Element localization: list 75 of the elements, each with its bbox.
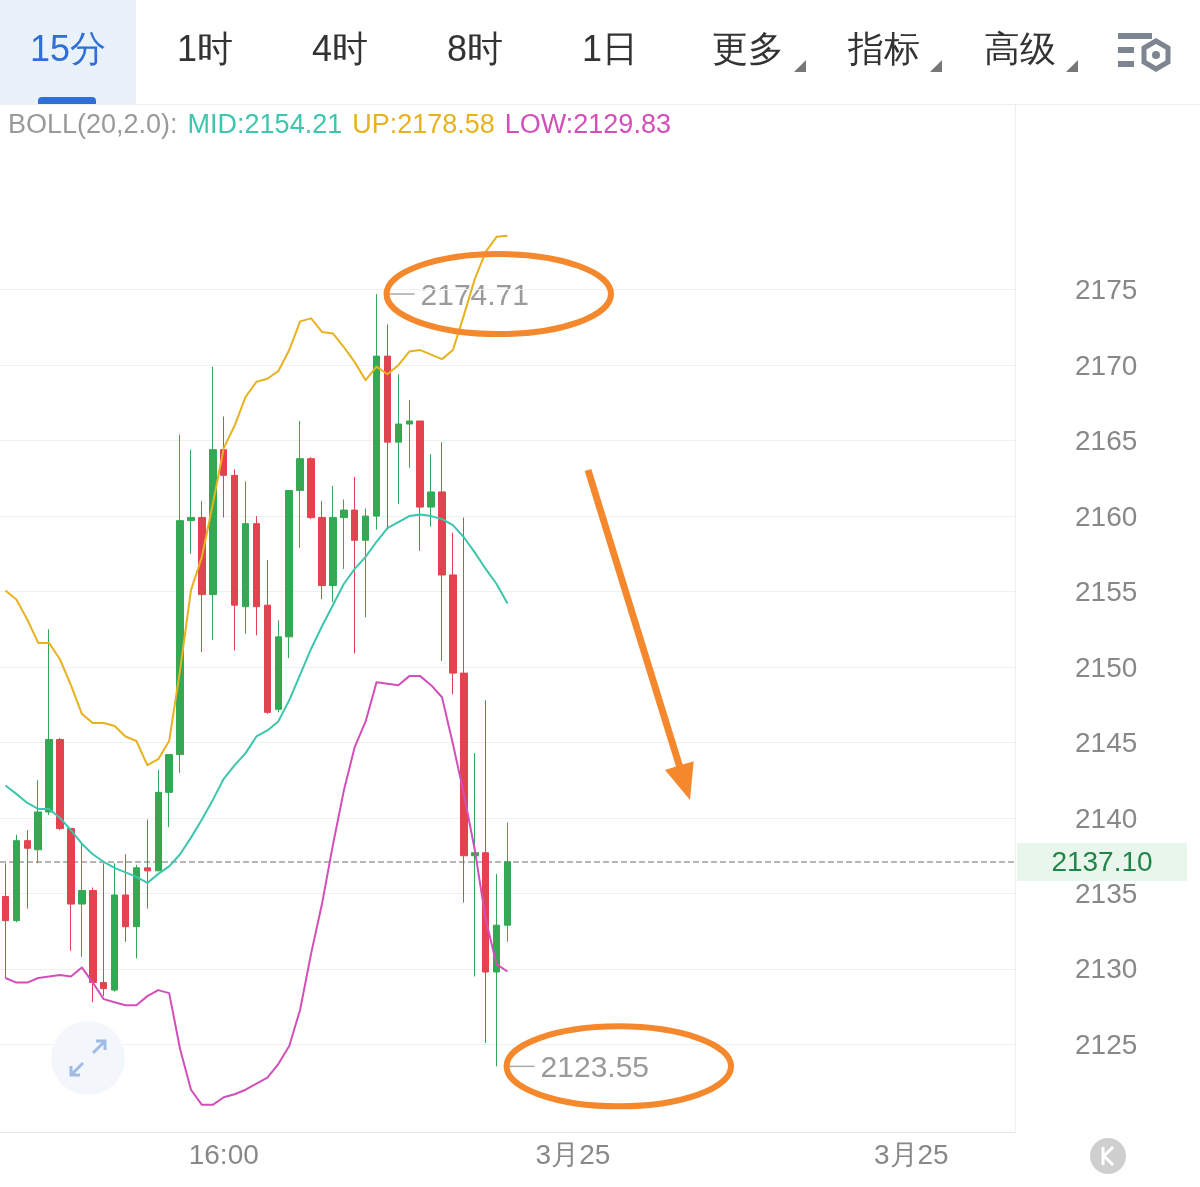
candlestick [460,517,468,904]
y-tick-label: 2150 [1075,651,1138,683]
candlestick [155,769,162,872]
candlestick [133,864,140,959]
candlestick [209,366,217,641]
candlestick [264,559,271,715]
text: LOW:2129.83 [504,109,671,139]
candlestick [89,886,97,1003]
candlestick [45,628,53,816]
text: MID:2154.21 [187,109,343,139]
candlestick [198,500,206,653]
text: 指标 [847,27,921,71]
candlestick [100,862,107,997]
candlestick [471,752,479,978]
candlestick [318,500,326,600]
candlestick [351,476,358,654]
text: 15分 [0,0,136,104]
candlestick [231,468,238,651]
candlestick [78,843,86,958]
candlestick [176,434,184,774]
candlestick [296,420,304,549]
legend-title: BOLL(20,2.0): [8,109,178,139]
y-tick-label: 2145 [1075,727,1138,759]
y-tick-label: 2140 [1075,802,1138,834]
y-tick-label: 2175 [1075,274,1138,306]
candlestick [56,737,64,831]
y-tick-label: 2165 [1075,425,1138,457]
y-tick-label: 2160 [1075,500,1138,532]
annotation: 2123.55 [540,1049,650,1083]
x-tick-label: 3月25 [873,1138,949,1170]
line-series [4,675,509,1106]
x-tick-label: 3月25 [535,1138,611,1170]
y-tick-label: 2125 [1075,1028,1138,1060]
x-tick-label: 16:00 [188,1138,259,1170]
candlestick [111,862,118,993]
text: 4时 [311,27,369,71]
candlestick [242,480,249,635]
candlestick [438,441,446,662]
text: 高级 [983,27,1057,71]
candlestick [144,819,151,910]
text: 8时 [446,27,504,71]
candlestick [362,508,369,618]
candlestick [373,293,380,531]
candlestick [307,456,315,520]
candlestick [13,834,20,923]
candlestick [67,828,75,952]
candlestick [427,453,435,528]
y-tick-label: 2135 [1075,877,1138,909]
candlestick [449,532,457,695]
candlestick [340,499,348,570]
text: 2137.10 [1051,845,1153,877]
candlestick [122,853,129,943]
candlestick [34,779,42,864]
candlestick [406,399,413,469]
candlestick [329,485,337,603]
candlestick [285,489,293,659]
candlestick [2,862,9,979]
text: 1时 [176,27,234,71]
y-tick-label: 2170 [1075,349,1138,381]
text: 更多 [711,27,785,71]
text: UP:2178.58 [352,109,495,139]
candlestick [482,699,489,1044]
y-tick-label: 2130 [1075,953,1138,985]
y-tick-label: 2155 [1075,576,1138,608]
candlestick [165,754,173,828]
candlestick [395,373,402,505]
candlestick [275,619,282,713]
candlestick [24,829,31,910]
candlestick [187,449,195,555]
candlestick [416,420,424,552]
line-series [4,513,509,884]
text: 1日 [581,27,639,71]
candlestick [504,822,511,943]
candlestick [493,873,500,1067]
candlestick [253,515,260,636]
